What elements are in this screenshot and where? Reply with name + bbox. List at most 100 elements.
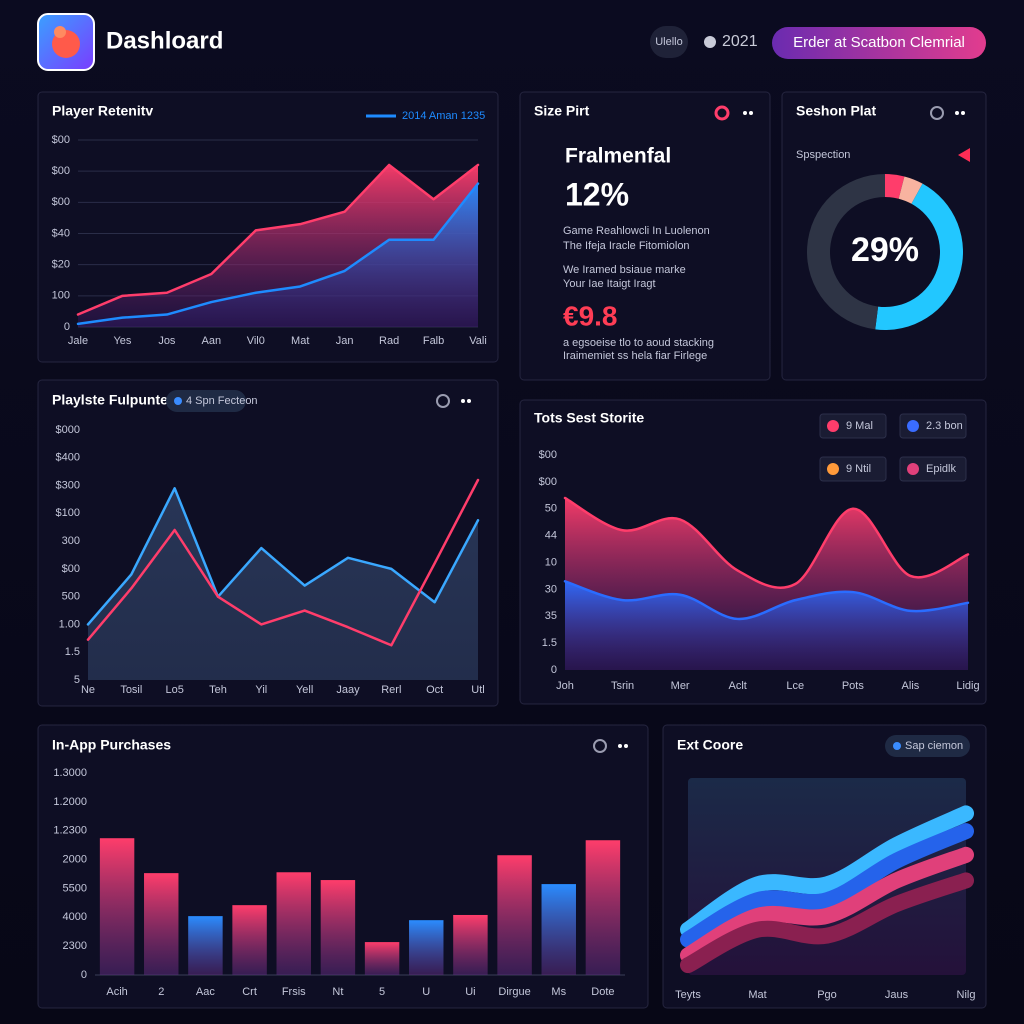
y-tick-label: $00 (539, 476, 557, 488)
pie-slice[interactable] (898, 176, 923, 204)
panel-title: Tots Sest Storite (534, 410, 644, 426)
bar[interactable] (364, 942, 400, 975)
y-tick-label: $40 (52, 227, 70, 239)
stat-text: The Ifeja Iracle Fitomiolon (563, 240, 690, 252)
bar[interactable] (232, 905, 267, 975)
menu-dot[interactable] (624, 744, 628, 748)
menu-dot[interactable] (961, 111, 965, 115)
line (563, 580, 970, 621)
panel-icon[interactable] (593, 739, 607, 753)
line (76, 182, 480, 326)
panel-title: Ext Coore (677, 737, 743, 753)
bar[interactable] (541, 884, 576, 975)
panel-title: Seshon Plat (796, 103, 876, 119)
bar[interactable] (144, 873, 179, 975)
bar[interactable] (497, 855, 532, 975)
badge[interactable] (166, 390, 246, 412)
pie-slice[interactable] (806, 174, 885, 330)
pie-slice[interactable] (885, 174, 905, 199)
legend-label: 2014 Aman 1235 (402, 110, 485, 122)
legend-chip[interactable] (899, 456, 967, 482)
legend-chip-icon (827, 463, 839, 475)
stat-text: Game Reahlowcli In Luolenon (563, 225, 710, 237)
y-tick-label: 100 (52, 290, 70, 302)
bar[interactable] (276, 872, 311, 975)
y-tick-label: 2000 (63, 853, 87, 865)
x-tick-label: Nilg (957, 989, 976, 1001)
x-tick-label: Dirgue (498, 986, 530, 998)
x-tick-label: Yil (255, 684, 267, 696)
badge-label: 4 Spn Fecteon (186, 395, 258, 407)
action-button[interactable] (772, 27, 986, 59)
y-tick-label: $00 (52, 165, 70, 177)
bar[interactable] (99, 838, 135, 975)
subtitle-marker (958, 148, 970, 162)
y-tick-label: 1.5 (542, 637, 557, 649)
legend-chip[interactable] (819, 413, 887, 439)
x-tick-label: Crt (242, 986, 257, 998)
y-tick-label: 1.5 (65, 646, 80, 658)
y-tick-label: $00 (52, 196, 70, 208)
y-tick-label: 5 (74, 674, 80, 686)
panel-icon[interactable] (714, 105, 730, 121)
panel-icon[interactable] (930, 106, 944, 120)
y-tick-label: $000 (56, 424, 80, 436)
legend-chip-label: Epidlk (926, 463, 956, 475)
panel-icon[interactable] (436, 394, 450, 408)
y-tick-label: $00 (52, 134, 70, 146)
x-tick-label: Ne (81, 684, 95, 696)
menu-dot[interactable] (467, 399, 471, 403)
stat-heading: Fralmenfal (565, 145, 671, 168)
legend-chip-label: 9 Mal (846, 420, 873, 432)
line (680, 846, 974, 964)
y-tick-label: 1.2300 (53, 825, 87, 837)
x-tick-label: Dote (591, 986, 614, 998)
legend-chip[interactable] (819, 456, 887, 482)
menu-dot[interactable] (618, 744, 622, 748)
x-tick-label: Oct (426, 684, 443, 696)
badge-label: Ulello (655, 36, 683, 48)
year-icon (704, 36, 716, 48)
x-tick-label: Tosil (120, 684, 142, 696)
pie-slice[interactable] (875, 183, 964, 331)
menu-dot[interactable] (749, 111, 753, 115)
badge[interactable] (885, 735, 970, 757)
stat-amount: €9.8 (563, 300, 618, 331)
x-tick-label: Mat (291, 335, 309, 347)
x-tick-label: Aclt (729, 680, 747, 692)
y-tick-label: 2300 (63, 940, 87, 952)
bar[interactable] (188, 916, 223, 975)
line (563, 496, 970, 589)
bar[interactable] (320, 880, 356, 975)
year: 2021 (722, 33, 758, 50)
y-tick-label: 0 (81, 969, 87, 981)
x-tick-label: Mer (671, 680, 690, 692)
legend-chip-icon (827, 420, 839, 432)
x-tick-label: Joh (556, 680, 574, 692)
stat-panel (519, 91, 771, 381)
menu-dot[interactable] (955, 111, 959, 115)
x-tick-label: Alis (902, 680, 920, 692)
x-tick-label: Lo5 (165, 684, 183, 696)
menu-dot[interactable] (461, 399, 465, 403)
y-tick-label: $00 (539, 449, 557, 461)
panel-title: Size Pirt (534, 103, 590, 119)
bar[interactable] (453, 914, 488, 975)
y-tick-label: $400 (56, 452, 80, 464)
x-tick-label: Vali (469, 335, 487, 347)
y-tick-label: 10 (545, 556, 557, 568)
x-tick-label: Nt (332, 986, 343, 998)
stat-footer: a egsoeise tlo to aoud stacking (563, 337, 714, 349)
y-tick-label: 5500 (63, 882, 87, 894)
bar[interactable] (409, 920, 444, 975)
x-tick-label: Yes (113, 335, 131, 347)
legend-chip[interactable] (899, 413, 967, 439)
x-tick-label: Jan (336, 335, 354, 347)
badge[interactable] (650, 26, 688, 58)
x-tick-label: Falb (423, 335, 444, 347)
menu-dot[interactable] (743, 111, 747, 115)
x-tick-label: Ms (551, 986, 566, 998)
bar[interactable] (585, 840, 621, 975)
y-tick-label: 44 (545, 530, 557, 542)
